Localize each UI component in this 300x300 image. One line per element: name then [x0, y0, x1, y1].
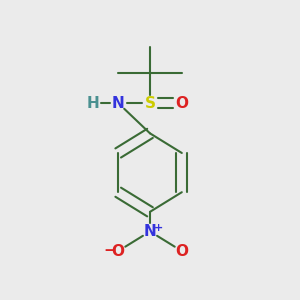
- Text: O: O: [112, 244, 125, 259]
- Text: O: O: [175, 95, 188, 110]
- Text: N: N: [144, 224, 156, 239]
- Text: −: −: [104, 243, 116, 258]
- Text: S: S: [145, 95, 155, 110]
- Text: N: N: [112, 95, 124, 110]
- Text: +: +: [153, 224, 163, 233]
- Text: H: H: [86, 95, 99, 110]
- Text: O: O: [175, 244, 188, 259]
